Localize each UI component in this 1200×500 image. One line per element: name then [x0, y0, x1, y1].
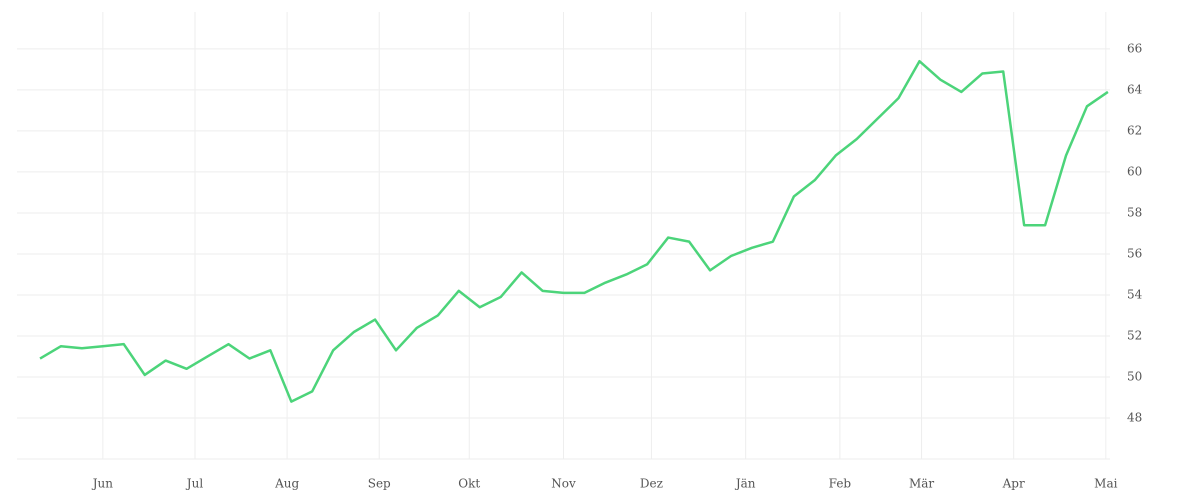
y-tick-label: 60 [1127, 164, 1142, 178]
x-tick-label: Jun [91, 477, 114, 491]
x-tick-label: Mai [1094, 477, 1117, 491]
x-tick-label: Feb [829, 477, 852, 491]
data-line [39, 59, 1109, 403]
y-tick-label: 56 [1127, 246, 1142, 260]
x-tick-label: Dez [640, 477, 663, 491]
x-tick-label: Mär [909, 477, 934, 491]
y-tick-label: 66 [1127, 41, 1142, 55]
x-tick-label: Jul [185, 477, 204, 491]
y-tick-label: 58 [1127, 205, 1142, 219]
x-tick-label: Sep [368, 477, 391, 491]
x-tick-label: Okt [458, 477, 480, 491]
y-tick-label: 54 [1127, 287, 1143, 301]
y-tick-label: 48 [1127, 410, 1142, 424]
x-tick-label: Nov [551, 477, 576, 491]
y-tick-label: 50 [1127, 369, 1142, 383]
y-tick-label: 52 [1127, 328, 1142, 342]
y-tick-label: 62 [1127, 123, 1142, 137]
x-tick-label: Apr [1002, 477, 1025, 491]
y-tick-label: 64 [1127, 82, 1143, 96]
x-tick-label: Aug [274, 477, 299, 491]
x-tick-label: Jän [734, 477, 756, 491]
